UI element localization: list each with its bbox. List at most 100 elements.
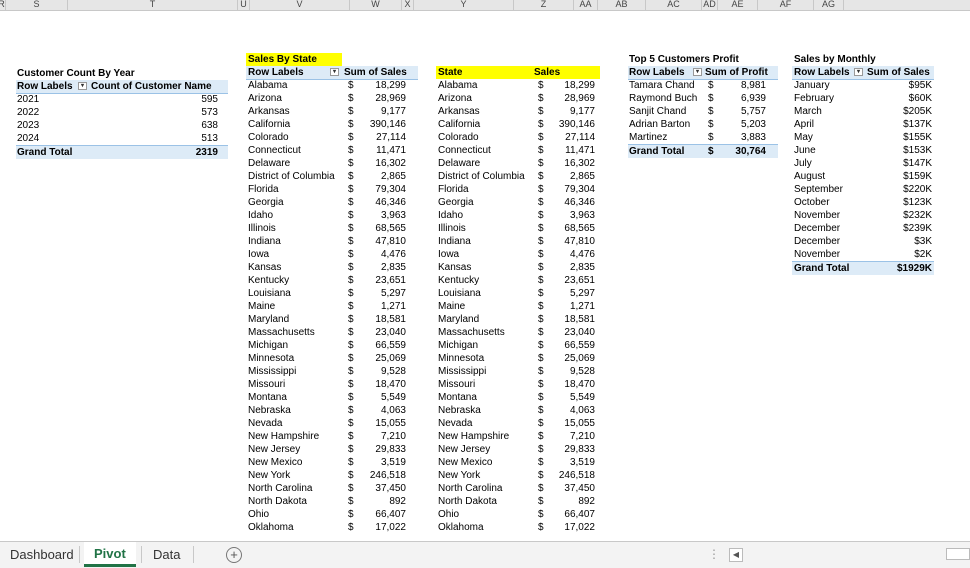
- currency-symbol: $: [538, 236, 544, 247]
- table-row: December $3K: [792, 235, 934, 248]
- column-header[interactable]: U: [238, 0, 250, 10]
- customer-name: Adrian Barton: [629, 119, 691, 130]
- currency-symbol: $: [538, 405, 544, 416]
- grand-total-value: $1929K: [896, 263, 932, 274]
- state-label: New Hampshire: [248, 431, 320, 442]
- plus-circle-icon[interactable]: +: [226, 547, 242, 563]
- state-label: Georgia: [248, 197, 284, 208]
- state-label: Colorado: [248, 132, 289, 143]
- column-header[interactable]: AE: [718, 0, 758, 10]
- grand-total-value: 2319: [195, 147, 218, 158]
- currency-symbol: $: [538, 288, 544, 299]
- state-label: Arkansas: [438, 106, 480, 117]
- top5-title: Top 5 Customers Profit: [629, 54, 739, 65]
- column-header[interactable]: Z: [514, 0, 574, 10]
- month-label: June: [794, 145, 816, 156]
- currency-symbol: $: [348, 197, 354, 208]
- state-label: Minnesota: [248, 353, 295, 364]
- sales-value: 46,346: [564, 197, 595, 208]
- top5-header: Row Labels ▾ Sum of Profit: [628, 66, 778, 80]
- currency-symbol: $: [538, 327, 544, 338]
- tab-dashboard[interactable]: Dashboard: [10, 547, 74, 562]
- currency-symbol: $: [538, 223, 544, 234]
- sum-of-sales-header: Sum of Sales: [867, 67, 930, 78]
- horizontal-scrollbar[interactable]: [744, 548, 944, 560]
- table-row: Mississippi $9,528: [436, 365, 600, 378]
- splitter-handle-icon[interactable]: ⋮: [708, 547, 720, 561]
- sales-value: 18,581: [375, 314, 406, 325]
- sales-value: 4,476: [380, 249, 406, 260]
- currency-symbol: $: [348, 483, 354, 494]
- grand-total-row: Grand Total $1929K: [792, 261, 934, 275]
- column-header[interactable]: T: [68, 0, 238, 10]
- triangle-left-icon[interactable]: ◀: [729, 548, 743, 562]
- column-header[interactable]: Y: [414, 0, 514, 10]
- currency-symbol: $: [538, 145, 544, 156]
- filter-dropdown-icon[interactable]: ▾: [693, 68, 702, 76]
- column-header[interactable]: AD: [702, 0, 718, 10]
- count-value: 513: [201, 133, 218, 144]
- table-row: Idaho $3,963: [246, 209, 418, 222]
- table-row: Montana $5,549: [436, 391, 600, 404]
- sales-value: 9,528: [569, 366, 595, 377]
- monthly-sales-value: $123K: [903, 197, 932, 208]
- currency-symbol: $: [538, 353, 544, 364]
- sheet-grid[interactable]: Customer Count By Year Row Labels ▾ Coun…: [0, 11, 970, 541]
- profit-value: 6,939: [740, 93, 766, 104]
- table-row: New York $246,518: [436, 469, 600, 482]
- scrollbar-thumb[interactable]: [946, 548, 970, 560]
- table-row: November $232K: [792, 209, 934, 222]
- month-label: May: [794, 132, 813, 143]
- table-row: May $155K: [792, 131, 934, 144]
- state-label: Kentucky: [248, 275, 290, 286]
- sales-value: 25,069: [375, 353, 406, 364]
- sales-value: 28,969: [564, 93, 595, 104]
- state-label: Iowa: [438, 249, 460, 260]
- table-row: Connecticut $11,471: [246, 144, 418, 157]
- sales-value: 18,470: [564, 379, 595, 390]
- column-header[interactable]: AA: [574, 0, 598, 10]
- column-header[interactable]: V: [250, 0, 350, 10]
- table-row: Missouri $18,470: [246, 378, 418, 391]
- customer-name: Sanjit Chand: [629, 106, 687, 117]
- table-row: December $239K: [792, 222, 934, 235]
- tab-data[interactable]: Data: [153, 547, 181, 562]
- state-label: Maine: [438, 301, 466, 312]
- state-label: New Jersey: [438, 444, 491, 455]
- currency-symbol: $: [538, 444, 544, 455]
- table-row: New Hampshire $7,210: [436, 430, 600, 443]
- filter-dropdown-icon[interactable]: ▾: [330, 68, 339, 76]
- currency-symbol: $: [538, 132, 544, 143]
- sales-value: 66,559: [564, 340, 595, 351]
- state-label: Louisiana: [438, 288, 481, 299]
- state-label: Kansas: [438, 262, 472, 273]
- column-header[interactable]: R: [0, 0, 6, 10]
- table-row: North Dakota $892: [436, 495, 600, 508]
- state-label: North Carolina: [248, 483, 313, 494]
- column-header[interactable]: X: [402, 0, 414, 10]
- state-sales-header: State Sales: [436, 66, 600, 79]
- grand-total-label: Grand Total: [794, 263, 850, 274]
- column-header[interactable]: W: [350, 0, 402, 10]
- filter-dropdown-icon[interactable]: ▾: [854, 68, 863, 76]
- sales-value: 5,549: [380, 392, 406, 403]
- monthly-sales-value: $155K: [903, 132, 932, 143]
- column-header[interactable]: AF: [758, 0, 814, 10]
- state-label: District of Columbia: [438, 171, 525, 182]
- state-label: Oklahoma: [438, 522, 484, 533]
- currency-symbol: $: [538, 522, 544, 533]
- monthly-sales-value: $60K: [908, 93, 932, 104]
- sum-of-profit-header: Sum of Profit: [705, 67, 768, 78]
- column-header[interactable]: AB: [598, 0, 646, 10]
- filter-dropdown-icon[interactable]: ▾: [78, 82, 87, 90]
- tab-pivot[interactable]: Pivot: [84, 542, 136, 567]
- table-row: District of Columbia $2,865: [436, 170, 600, 183]
- sales-value: 66,407: [375, 509, 406, 520]
- column-header[interactable]: AC: [646, 0, 702, 10]
- currency-symbol: $: [538, 340, 544, 351]
- table-row: California $390,146: [246, 118, 418, 131]
- row-labels-header: Row Labels: [629, 67, 685, 78]
- column-header[interactable]: AG: [814, 0, 844, 10]
- column-header[interactable]: S: [6, 0, 68, 10]
- table-row: New Mexico $3,519: [436, 456, 600, 469]
